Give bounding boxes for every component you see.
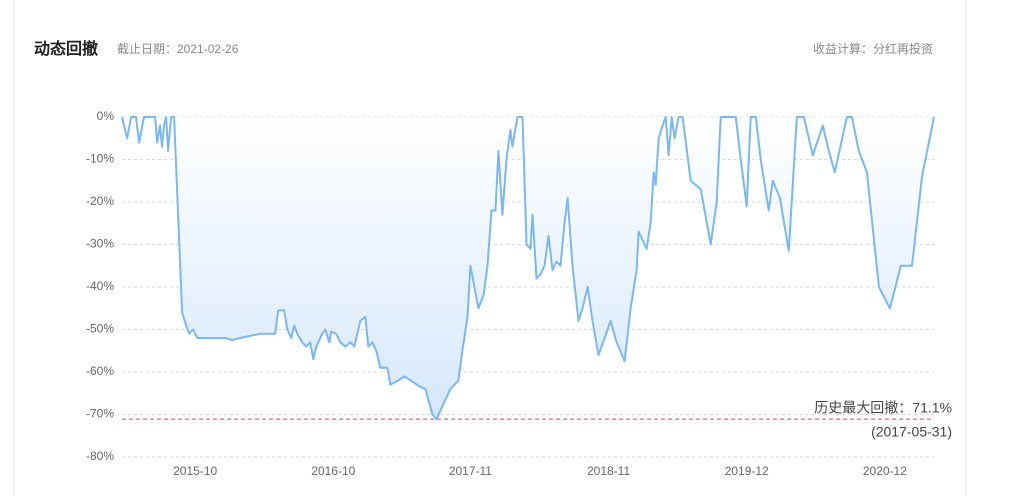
y-tick-label: -50%: [86, 322, 114, 336]
chart-subtitle: 截止日期：2021-02-26: [117, 42, 239, 56]
x-tick-label: 2019-12: [725, 464, 769, 478]
y-tick-label: -20%: [86, 194, 114, 208]
calc-note: 收益计算：分红再投资: [813, 41, 933, 56]
x-tick-label: 2016-10: [311, 464, 355, 478]
y-tick-label: 0%: [97, 109, 115, 123]
drawdown-line: [121, 116, 935, 421]
y-tick-label: -80%: [86, 449, 114, 463]
x-tick-label: 2018-11: [587, 464, 630, 478]
chart-title: 动态回撤: [34, 39, 98, 58]
y-tick-label: -30%: [86, 237, 114, 251]
x-tick-label: 2017-11: [449, 464, 492, 478]
y-tick-label: -40%: [86, 279, 114, 293]
drawdown-area: [122, 117, 934, 420]
annotation-date: (2017-05-31): [871, 424, 952, 440]
annotation: 历史最大回撤：71.1%: [814, 400, 952, 416]
x-tick-label: 2020-12: [863, 464, 907, 478]
x-tick-label: 2015-10: [173, 464, 217, 478]
y-tick-label: -60%: [86, 364, 114, 378]
y-tick-label: -70%: [86, 407, 114, 421]
y-tick-label: -10%: [86, 152, 114, 166]
